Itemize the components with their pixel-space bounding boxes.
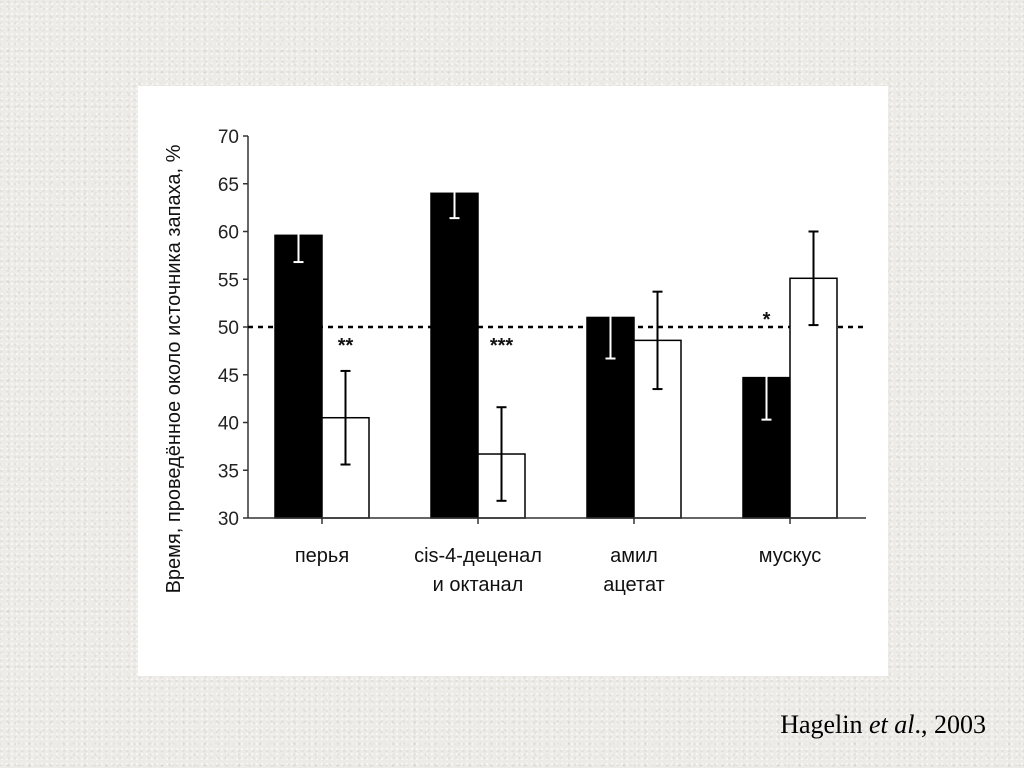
x-category-label: ацетат (603, 574, 665, 596)
x-category-label: амил (610, 545, 658, 567)
bar (274, 234, 323, 519)
y-tick-label: 35 (218, 461, 239, 482)
y-tick-label: 30 (218, 509, 239, 530)
labels-layer: перья cis-4-деценал и октанал амил ацетат мус… (295, 309, 821, 596)
y-tick-label: 55 (218, 270, 239, 291)
y-tick-label: 40 (218, 414, 239, 435)
x-category-label: мускус (759, 545, 822, 567)
x-category-label: cis-4-деценал (414, 545, 542, 567)
y-tick-label: 65 (218, 175, 239, 196)
y-tick-label: 70 (218, 127, 239, 148)
citation-author: Hagelin (780, 710, 869, 739)
citation-etal: et al (869, 710, 915, 739)
y-tick-label: 45 (218, 366, 239, 387)
bar (430, 192, 479, 519)
significance-marker: ** (338, 335, 354, 357)
x-category-label: и октанал (433, 574, 524, 596)
bar-chart: 30 35 40 45 50 55 60 65 70 перья cis-4-деценал и о… (163, 127, 866, 596)
y-axis-title: Время, проведённое около источника запах… (163, 144, 185, 593)
citation: Hagelin et al., 2003 (780, 710, 986, 740)
bars-layer (274, 167, 838, 519)
y-tick-label: 50 (218, 318, 239, 339)
y-axis: 30 35 40 45 50 55 60 65 70 (218, 127, 249, 530)
y-tick-label: 60 (218, 223, 239, 244)
x-axis (248, 517, 866, 524)
citation-rest: ., 2003 (914, 710, 987, 739)
significance-marker: *** (490, 335, 514, 357)
significance-marker: * (763, 309, 771, 331)
x-category-label: перья (295, 545, 349, 567)
chart-panel: 30 35 40 45 50 55 60 65 70 перья cis-4-деценал и о… (138, 86, 888, 676)
